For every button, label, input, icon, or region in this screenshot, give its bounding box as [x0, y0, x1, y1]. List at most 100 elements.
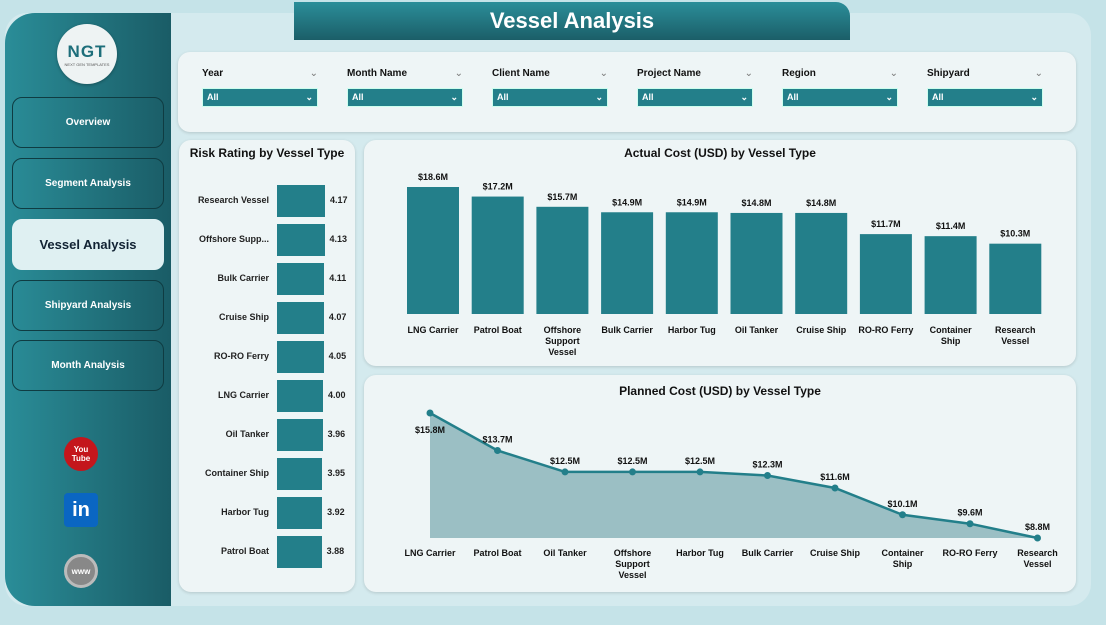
data-label: $10.1M: [887, 499, 917, 509]
filter-value: All: [787, 92, 799, 102]
nav-overview[interactable]: Overview: [12, 97, 164, 148]
risk-bar[interactable]: [277, 224, 325, 256]
planned-cost-point[interactable]: [764, 472, 771, 479]
risk-bar[interactable]: [277, 497, 323, 529]
category-label: Cruise Ship: [218, 312, 269, 322]
data-label: $8.8M: [1025, 522, 1050, 532]
planned-cost-point[interactable]: [1034, 534, 1041, 542]
chart-title: Planned Cost (USD) by Vessel Type: [619, 384, 821, 398]
actual-cost-bar[interactable]: [924, 236, 977, 314]
filter-label: Shipyard: [927, 68, 970, 79]
logo: NGT NEXT GEN TEMPLATES: [57, 24, 117, 84]
category-label: Offshore Supp...: [198, 234, 269, 244]
filter-dropdown[interactable]: All ⌄: [492, 88, 608, 107]
data-label: $14.9M: [677, 197, 707, 207]
filter-client-name[interactable]: Client Name ⌄ All ⌄: [492, 68, 608, 107]
actual-cost-bar[interactable]: [665, 212, 718, 314]
chevron-down-icon[interactable]: ⌄: [744, 68, 753, 79]
filter-label: Year: [202, 68, 224, 79]
actual-cost-bar[interactable]: [989, 243, 1042, 314]
data-label: $12.5M: [617, 456, 647, 466]
data-label: 4.00: [328, 390, 346, 400]
risk-row: Cruise Ship 4.07: [179, 302, 355, 334]
planned-cost-chart: $15.8M $13.7M $12.5M $12.5M $12.5M $12.3M $11.…: [404, 409, 1058, 580]
planned-cost-point[interactable]: [899, 511, 906, 519]
data-label: $11.7M: [871, 219, 901, 229]
filter-project-name[interactable]: Project Name ⌄ All ⌄: [637, 68, 753, 107]
risk-bar[interactable]: [277, 341, 324, 373]
filter-shipyard[interactable]: Shipyard ⌄ All ⌄: [927, 68, 1043, 107]
risk-row: Patrol Boat 3.88: [179, 536, 355, 568]
filter-value: All: [352, 92, 364, 102]
actual-cost-bar[interactable]: [730, 212, 783, 314]
category-label: Oil Tanker: [543, 548, 587, 558]
risk-bar[interactable]: [277, 185, 325, 217]
planned-cost-point[interactable]: [426, 409, 434, 417]
risk-bar[interactable]: [277, 380, 324, 412]
chevron-down-icon: ⌄: [305, 92, 313, 102]
data-label: $15.7M: [547, 192, 577, 202]
page-title: Vessel Analysis: [294, 2, 850, 40]
planned-cost-point[interactable]: [831, 484, 839, 492]
planned-cost-area: [430, 413, 1038, 538]
actual-cost-bar[interactable]: [471, 196, 524, 314]
actual-cost-bar[interactable]: [795, 212, 848, 314]
nav-shipyard-analysis[interactable]: Shipyard Analysis: [12, 280, 164, 331]
chevron-down-icon[interactable]: ⌄: [454, 68, 463, 79]
actual-cost-bar[interactable]: [407, 187, 459, 314]
actual-cost-bar[interactable]: [601, 212, 654, 314]
nav-segment-analysis[interactable]: Segment Analysis: [12, 158, 164, 209]
chart-title: Risk Rating by Vessel Type: [189, 146, 345, 160]
risk-row: Offshore Supp... 4.13: [179, 224, 355, 256]
category-label: Container Ship: [881, 548, 924, 569]
category-label: Offshore Support Vessel: [544, 325, 582, 357]
category-label: Research Vessel: [197, 195, 269, 205]
youtube-icon[interactable]: You Tube: [64, 437, 98, 471]
category-label: RO-RO Ferry: [858, 325, 913, 335]
planned-cost-point[interactable]: [966, 520, 974, 528]
planned-cost-point[interactable]: [629, 468, 636, 476]
risk-row: RO-RO Ferry 4.05: [179, 341, 355, 373]
planned-cost-point[interactable]: [696, 468, 704, 476]
category-label: Container Ship: [930, 325, 973, 346]
planned-cost-point[interactable]: [561, 468, 569, 476]
category-label: Harbor Tug: [221, 507, 269, 517]
data-label: $12.3M: [752, 460, 782, 470]
chevron-down-icon[interactable]: ⌄: [1034, 68, 1043, 79]
risk-bar[interactable]: [277, 458, 323, 490]
data-label: $12.5M: [685, 456, 715, 466]
data-label: $17.2M: [483, 182, 513, 192]
linkedin-icon[interactable]: in: [64, 493, 98, 527]
filter-panel: Year ⌄ All ⌄ Month Name ⌄ All ⌄ Client Name ⌄ A…: [178, 52, 1076, 132]
actual-cost-bar[interactable]: [536, 206, 589, 314]
category-label: RO-RO Ferry: [213, 351, 269, 361]
filter-dropdown[interactable]: All ⌄: [927, 88, 1043, 107]
category-label: Harbor Tug: [668, 325, 716, 335]
risk-bar[interactable]: [277, 536, 322, 568]
nav-month-analysis[interactable]: Month Analysis: [12, 340, 164, 391]
filter-month-name[interactable]: Month Name ⌄ All ⌄: [347, 68, 463, 107]
globe-icon[interactable]: www: [64, 554, 98, 588]
filter-dropdown[interactable]: All ⌄: [637, 88, 753, 107]
filter-dropdown[interactable]: All ⌄: [202, 88, 318, 107]
actual-cost-bar[interactable]: [859, 234, 912, 314]
planned-cost-point[interactable]: [494, 447, 501, 454]
filter-dropdown[interactable]: All ⌄: [347, 88, 463, 107]
chevron-down-icon: ⌄: [450, 92, 458, 102]
category-label: Bulk Carrier: [601, 325, 653, 335]
chevron-down-icon[interactable]: ⌄: [889, 68, 898, 79]
filter-dropdown[interactable]: All ⌄: [782, 88, 898, 107]
nav-vessel-analysis[interactable]: Vessel Analysis: [12, 219, 164, 270]
chevron-down-icon[interactable]: ⌄: [599, 68, 608, 79]
chevron-down-icon[interactable]: ⌄: [309, 68, 318, 79]
chart-title: Actual Cost (USD) by Vessel Type: [624, 146, 816, 160]
risk-bar[interactable]: [277, 302, 324, 334]
filter-region[interactable]: Region ⌄ All ⌄: [782, 68, 898, 107]
risk-bar[interactable]: [277, 263, 325, 295]
risk-rating-card: Risk Rating by Vessel Type Research Vess…: [179, 140, 355, 592]
data-label: 3.92: [327, 507, 345, 517]
category-label: Cruise Ship: [810, 548, 861, 558]
filter-year[interactable]: Year ⌄ All ⌄: [202, 68, 318, 107]
filter-value: All: [642, 92, 654, 102]
risk-bar[interactable]: [277, 419, 323, 451]
